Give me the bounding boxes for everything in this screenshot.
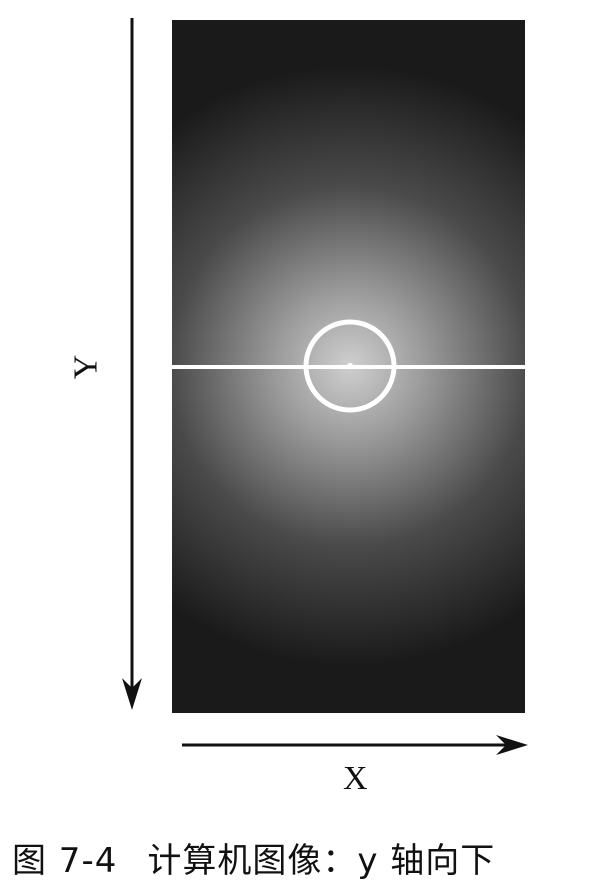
center-dot	[347, 363, 353, 369]
y-axis-arrowhead	[122, 678, 142, 710]
center-circle	[303, 319, 397, 413]
caption-number: 图 7-4	[12, 841, 118, 881]
y-axis-label: Y	[67, 354, 105, 380]
caption-text: 计算机图像：y 轴向下	[147, 841, 496, 881]
x-axis-label: X	[343, 760, 368, 797]
figure-caption: 图 7-4 计算机图像：y 轴向下	[12, 833, 495, 882]
x-axis-arrowhead	[496, 735, 528, 755]
